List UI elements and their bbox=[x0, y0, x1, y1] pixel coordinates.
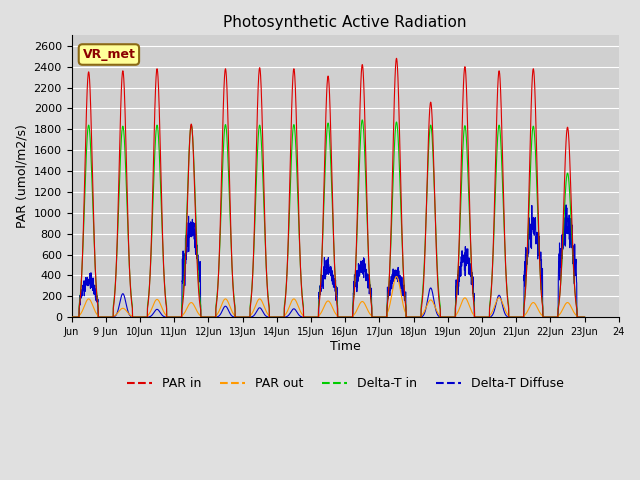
Legend: PAR in, PAR out, Delta-T in, Delta-T Diffuse: PAR in, PAR out, Delta-T in, Delta-T Dif… bbox=[122, 372, 568, 396]
Y-axis label: PAR (umol/m2/s): PAR (umol/m2/s) bbox=[15, 124, 28, 228]
Title: Photosynthetic Active Radiation: Photosynthetic Active Radiation bbox=[223, 15, 467, 30]
X-axis label: Time: Time bbox=[330, 340, 360, 353]
Text: VR_met: VR_met bbox=[83, 48, 135, 61]
